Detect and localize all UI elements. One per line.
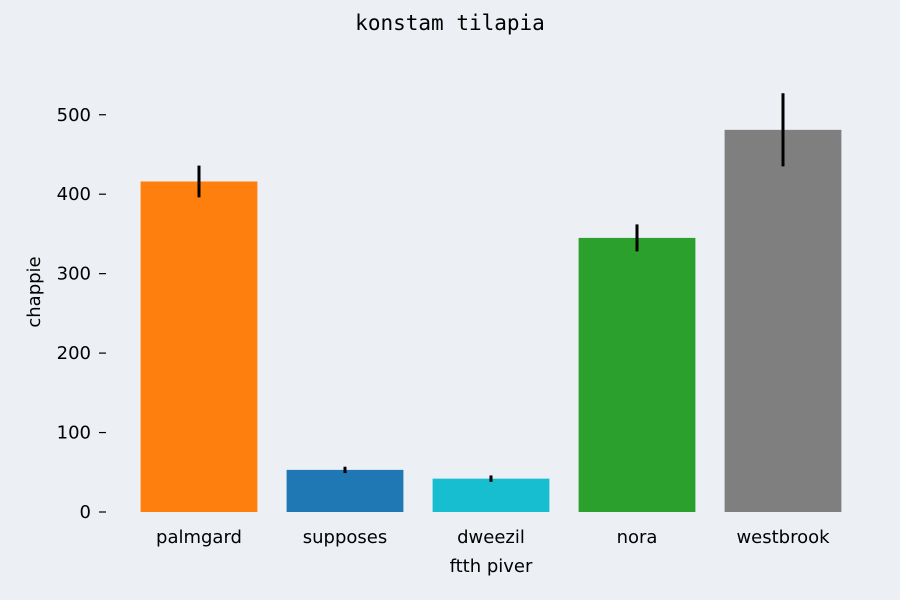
x-axis-label: ftth piver [450, 556, 533, 577]
bar-supposes [286, 469, 404, 512]
y-tick-label: 100 [57, 423, 91, 444]
error-bars-group [197, 93, 785, 482]
x-tick-label: nora [617, 527, 658, 548]
bar-westbrook [724, 129, 842, 512]
x-tick-label: supposes [303, 527, 387, 548]
y-tick-label: 300 [57, 264, 91, 285]
x-axis: palmgard supposes dweezil nora westbrook [156, 527, 830, 548]
y-tick-label: 400 [57, 184, 91, 205]
y-axis: 0 100 200 300 400 500 [57, 105, 106, 523]
y-tick-label: 0 [80, 502, 91, 523]
y-tick-label: 500 [57, 105, 91, 126]
y-axis-label: chappie [24, 256, 45, 327]
bar-palmgard [140, 181, 258, 512]
x-tick-label: westbrook [736, 527, 830, 548]
chart-title: konstam tilapia [355, 11, 545, 35]
bar-dweezil [432, 478, 550, 512]
x-tick-label: palmgard [156, 527, 242, 548]
x-tick-label: dweezil [457, 527, 525, 548]
y-tick-label: 200 [57, 343, 91, 364]
bars-group [140, 129, 842, 512]
bar-nora [578, 237, 696, 512]
